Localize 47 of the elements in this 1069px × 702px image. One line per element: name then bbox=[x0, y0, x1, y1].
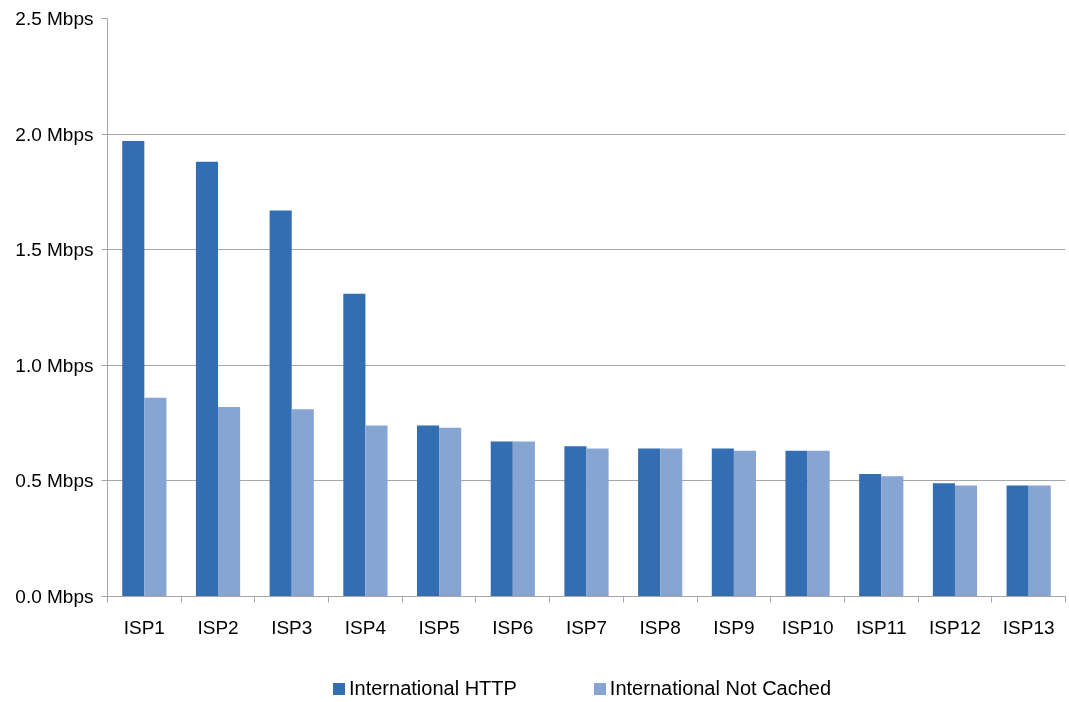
x-tick-label: ISP6 bbox=[492, 616, 534, 638]
bar bbox=[195, 161, 219, 597]
bar bbox=[881, 476, 904, 597]
x-tick-label: ISP9 bbox=[713, 616, 755, 638]
bar bbox=[859, 473, 882, 597]
bar bbox=[660, 448, 683, 597]
bar bbox=[733, 450, 756, 597]
bar bbox=[807, 450, 830, 597]
bar bbox=[343, 293, 366, 597]
x-tick-label: ISP8 bbox=[639, 616, 681, 638]
x-tick-label: ISP13 bbox=[1002, 616, 1055, 638]
x-tick-label: ISP3 bbox=[271, 616, 313, 638]
bar bbox=[711, 448, 734, 597]
bar bbox=[1028, 485, 1051, 597]
y-tick-label: 1.5 Mbps bbox=[15, 239, 94, 261]
bar bbox=[954, 485, 978, 597]
bar bbox=[490, 441, 513, 597]
bar bbox=[218, 406, 241, 597]
x-tick-label: ISP10 bbox=[781, 616, 834, 638]
bar bbox=[269, 210, 292, 597]
bar bbox=[365, 425, 388, 597]
x-tick-label: ISP11 bbox=[856, 616, 907, 638]
bar bbox=[291, 409, 314, 597]
x-tick-label: ISP5 bbox=[418, 616, 460, 638]
x-tick-label: ISP4 bbox=[344, 616, 387, 638]
bar bbox=[512, 441, 535, 597]
y-tick-label: 0.0 Mbps bbox=[15, 586, 94, 607]
x-tick-label: ISP12 bbox=[929, 616, 981, 638]
y-tick-label: 2.0 Mbps bbox=[15, 123, 94, 145]
bar bbox=[638, 448, 661, 597]
bar bbox=[1006, 485, 1029, 597]
y-tick-label: 1.0 Mbps bbox=[15, 354, 94, 376]
y-tick-label: 0.5 Mbps bbox=[15, 470, 94, 492]
bar bbox=[932, 483, 955, 597]
y-tick-label: 2.5 Mbps bbox=[15, 8, 94, 29]
bar bbox=[564, 446, 587, 597]
x-tick-label: ISP1 bbox=[123, 616, 165, 638]
legend-label: International Not Cached bbox=[609, 677, 832, 700]
bar bbox=[785, 450, 808, 597]
bar bbox=[586, 448, 609, 597]
x-tick-label: ISP7 bbox=[565, 616, 608, 638]
bar bbox=[417, 425, 440, 597]
bar bbox=[122, 141, 145, 597]
x-tick-label: ISP2 bbox=[197, 616, 239, 638]
bar bbox=[144, 397, 167, 597]
legend-label: International HTTP bbox=[349, 677, 517, 700]
bar bbox=[439, 427, 462, 597]
